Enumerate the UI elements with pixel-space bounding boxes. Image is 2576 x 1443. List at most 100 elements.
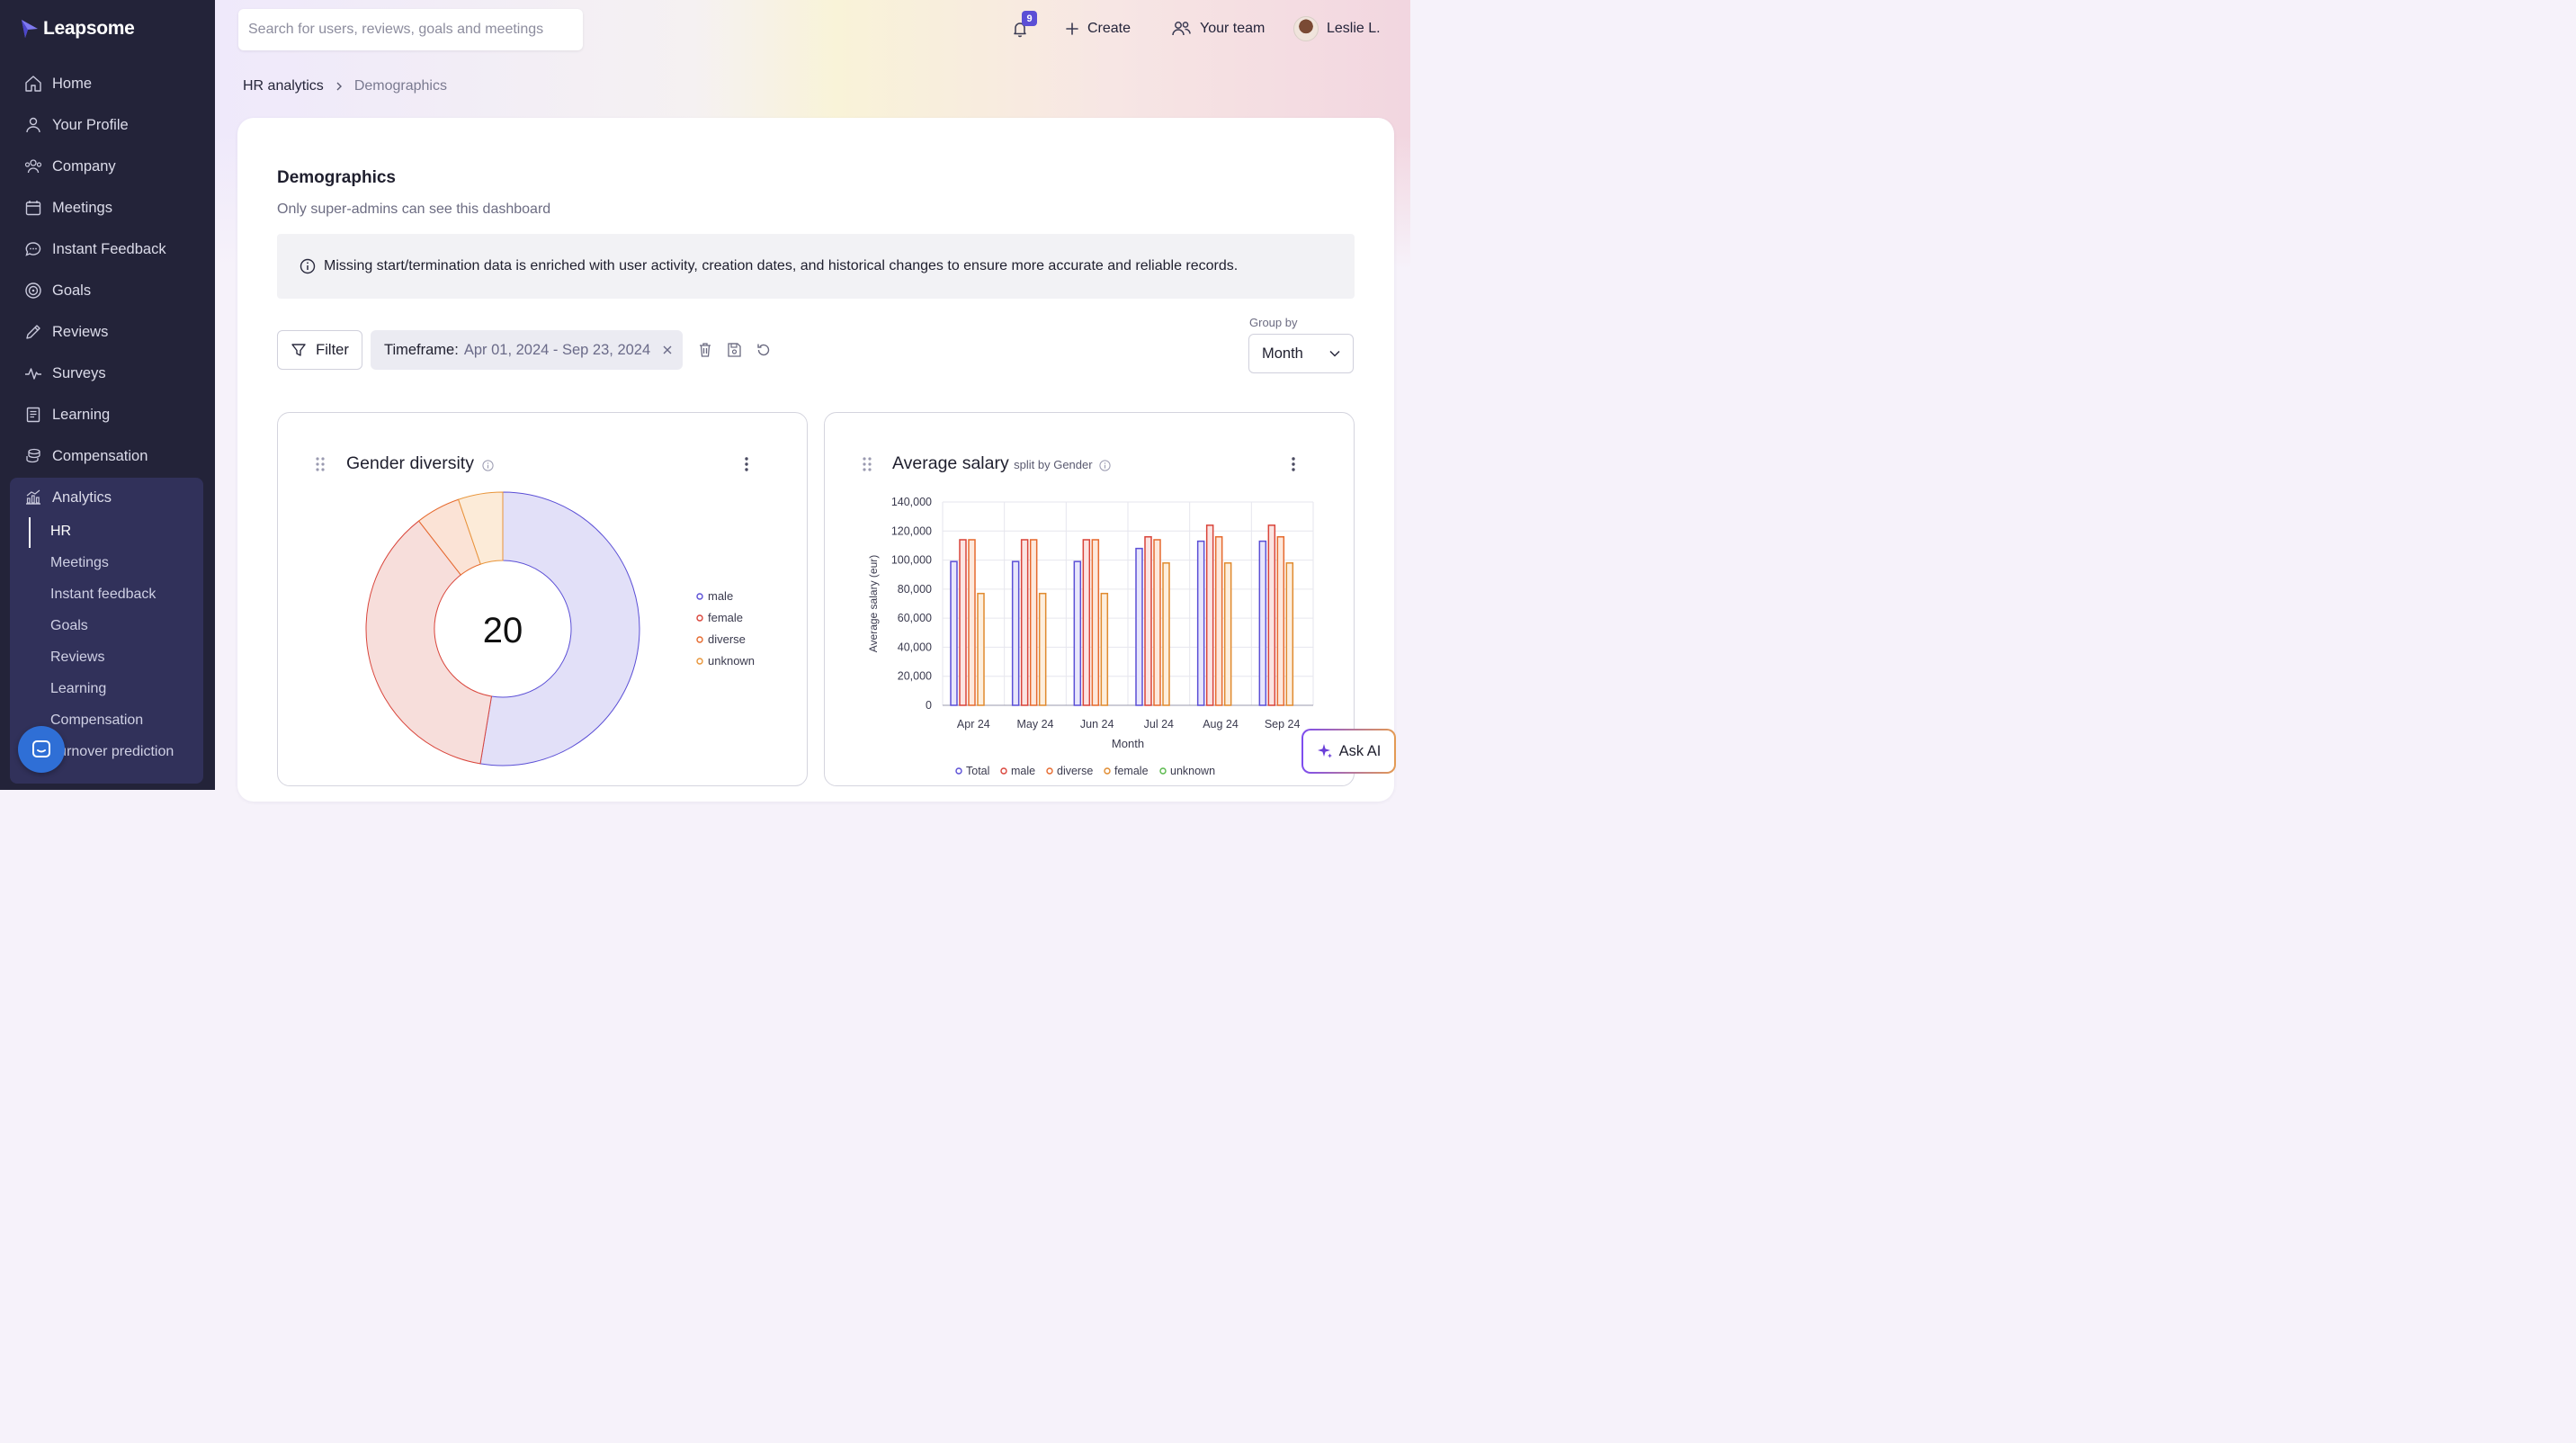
sidebar-item-reviews[interactable]: Reviews xyxy=(0,311,215,353)
bar-female-sep-24[interactable] xyxy=(1285,562,1294,706)
analytics-subitem-goals[interactable]: Goals xyxy=(50,618,88,633)
bar-total-apr-24[interactable] xyxy=(950,560,958,706)
drag-handle-icon[interactable] xyxy=(315,456,326,472)
global-search-input[interactable]: Search for users, reviews, goals and mee… xyxy=(238,9,583,50)
ask-ai-button[interactable]: Ask AI xyxy=(1301,729,1396,774)
group-by-select[interactable]: Month xyxy=(1248,334,1354,373)
search-placeholder: Search for users, reviews, goals and mee… xyxy=(248,22,544,37)
target-icon xyxy=(24,282,42,300)
sidebar-item-your-profile[interactable]: Your Profile xyxy=(0,104,215,146)
ask-ai-label: Ask AI xyxy=(1338,742,1382,759)
bar-female-jun-24[interactable] xyxy=(1100,592,1109,706)
info-icon[interactable] xyxy=(482,460,494,471)
analytics-subitem-instant-feedback[interactable]: Instant feedback xyxy=(50,587,157,602)
analytics-subitem-meetings[interactable]: Meetings xyxy=(50,555,109,570)
donut-slice-unknown[interactable] xyxy=(458,491,504,565)
sidebar-item-home[interactable]: Home xyxy=(0,63,215,104)
group-by-label: Group by xyxy=(1249,316,1298,329)
drag-handle-icon[interactable] xyxy=(862,456,872,472)
legend-label-female: female xyxy=(1114,765,1149,777)
bar-female-aug-24[interactable] xyxy=(1223,562,1232,706)
bar-male-jun-24[interactable] xyxy=(1082,539,1091,706)
bar-diverse-jun-24[interactable] xyxy=(1091,539,1100,706)
analytics-subitem-turnover-prediction[interactable]: Turnover prediction xyxy=(50,744,174,759)
y-tick-label: 40,000 xyxy=(898,641,932,653)
chat-support-button[interactable] xyxy=(18,726,65,773)
bar-male-aug-24[interactable] xyxy=(1205,524,1214,706)
bar-total-aug-24[interactable] xyxy=(1196,540,1205,706)
sidebar-item-instant-feedback[interactable]: Instant Feedback xyxy=(0,229,215,270)
x-tick-label: May 24 xyxy=(1017,718,1054,730)
delete-button[interactable] xyxy=(696,341,714,359)
bar-male-sep-24[interactable] xyxy=(1267,524,1276,706)
legend-marker-male xyxy=(1000,767,1007,775)
sidebar-item-meetings[interactable]: Meetings xyxy=(0,187,215,229)
y-axis-label: Average salary (eur) xyxy=(867,555,880,653)
sidebar-item-label: Meetings xyxy=(52,199,112,216)
more-options-icon[interactable] xyxy=(743,456,750,472)
sidebar-item-label: Analytics xyxy=(52,488,112,506)
legend-label-total: Total xyxy=(966,765,989,777)
donut-slice-male[interactable] xyxy=(479,491,640,766)
legend-marker-female xyxy=(696,614,703,622)
sidebar-item-label: Company xyxy=(52,157,116,175)
donut-slice-female[interactable] xyxy=(365,520,493,765)
sidebar-item-label: Reviews xyxy=(52,323,109,340)
filter-button[interactable]: Filter xyxy=(277,330,362,370)
legend-label-male: male xyxy=(1011,765,1035,777)
sidebar-item-company[interactable]: Company xyxy=(0,146,215,187)
bar-diverse-aug-24[interactable] xyxy=(1214,535,1223,706)
legend-label-unknown: unknown xyxy=(708,654,755,668)
notification-count-badge: 9 xyxy=(1022,11,1037,26)
brand-logo[interactable]: Leapsome xyxy=(20,18,135,40)
bar-total-may-24[interactable] xyxy=(1011,560,1020,706)
bar-female-may-24[interactable] xyxy=(1038,592,1047,706)
analytics-subitem-hr[interactable]: HR xyxy=(50,524,72,539)
analytics-subitem-reviews[interactable]: Reviews xyxy=(50,650,105,665)
reset-button[interactable] xyxy=(755,341,773,359)
legend-marker-diverse xyxy=(696,636,703,643)
brand-name: Leapsome xyxy=(43,18,135,39)
sidebar-item-goals[interactable]: Goals xyxy=(0,270,215,311)
bar-female-jul-24[interactable] xyxy=(1162,562,1170,706)
page-subtitle: Only super-admins can see this dashboard xyxy=(277,202,551,217)
sidebar-item-label: Instant Feedback xyxy=(52,240,166,257)
bar-total-jul-24[interactable] xyxy=(1135,547,1143,706)
bar-diverse-apr-24[interactable] xyxy=(968,539,976,706)
sidebar-item-compensation[interactable]: Compensation xyxy=(0,435,215,477)
save-button[interactable] xyxy=(725,341,743,359)
analytics-subitem-learning[interactable]: Learning xyxy=(50,681,107,696)
close-icon[interactable] xyxy=(661,344,674,356)
create-label: Create xyxy=(1087,21,1131,36)
sidebar-item-analytics[interactable]: Analytics xyxy=(0,477,215,518)
average-salary-subtitle: split by Gender xyxy=(1014,458,1093,471)
your-team-button[interactable]: Your team xyxy=(1170,14,1265,43)
sidebar-item-surveys[interactable]: Surveys xyxy=(0,353,215,394)
bar-male-jul-24[interactable] xyxy=(1144,535,1152,706)
create-button[interactable]: Create xyxy=(1065,14,1131,43)
timeframe-label: Timeframe: xyxy=(384,341,459,358)
legend-marker-unknown xyxy=(1159,767,1167,775)
x-tick-label: Sep 24 xyxy=(1265,718,1301,730)
timeframe-chip[interactable]: Timeframe: Apr 01, 2024 - Sep 23, 2024 xyxy=(371,330,683,370)
analytics-subitem-compensation[interactable]: Compensation xyxy=(50,713,144,728)
user-icon xyxy=(24,116,42,134)
breadcrumb-parent[interactable]: HR analytics xyxy=(243,78,324,94)
info-icon[interactable] xyxy=(1099,460,1111,471)
sidebar-item-learning[interactable]: Learning xyxy=(0,394,215,435)
bar-diverse-jul-24[interactable] xyxy=(1153,539,1161,706)
bar-diverse-may-24[interactable] xyxy=(1029,539,1038,706)
pulse-icon xyxy=(24,364,42,382)
more-options-icon[interactable] xyxy=(1290,456,1297,472)
bar-total-sep-24[interactable] xyxy=(1258,540,1267,706)
bar-total-jun-24[interactable] xyxy=(1073,560,1082,706)
donut-center-label: 20 xyxy=(483,611,523,650)
bar-male-apr-24[interactable] xyxy=(959,539,967,706)
gender-diversity-title: Gender diversity xyxy=(346,453,474,473)
bar-male-may-24[interactable] xyxy=(1020,539,1029,706)
x-tick-label: Jun 24 xyxy=(1080,718,1114,730)
user-menu-button[interactable]: Leslie L. xyxy=(1293,14,1381,43)
bar-diverse-sep-24[interactable] xyxy=(1276,535,1285,706)
sidebar-item-label: Learning xyxy=(52,406,111,423)
bar-female-apr-24[interactable] xyxy=(977,592,985,706)
